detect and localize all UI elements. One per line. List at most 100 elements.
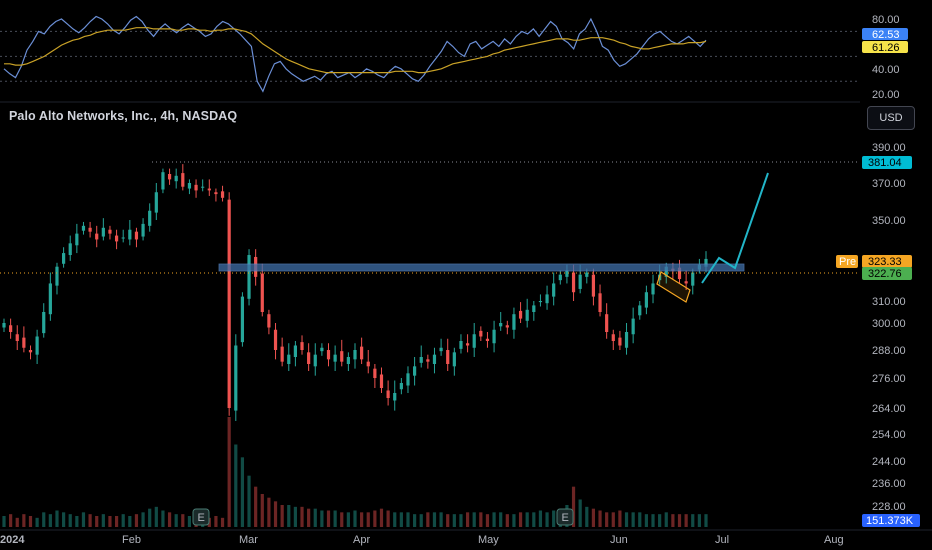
volume-bar (373, 510, 377, 527)
projection-path (701, 172, 769, 284)
rsi-value-tag (862, 28, 908, 40)
candle-body (558, 274, 562, 281)
candle-body (366, 361, 370, 367)
rsi-panel (3, 15, 707, 93)
candle-body (22, 337, 26, 348)
candle-body (81, 225, 86, 231)
volume-bar (512, 514, 516, 527)
candle-body (227, 199, 231, 408)
candle-body (273, 329, 278, 350)
price-candles (2, 164, 708, 421)
candle-body (15, 334, 19, 341)
time-tick-label: Jul (715, 534, 729, 546)
volume-bar (472, 512, 476, 527)
candle-body (68, 243, 72, 256)
candle-body (194, 184, 198, 191)
volume-tag (862, 514, 920, 527)
candle-body (525, 309, 529, 321)
volume-bar (128, 516, 132, 527)
rsi-value-label: 62.53 (872, 29, 900, 41)
volume-bar (545, 512, 549, 527)
volume-bar (664, 512, 668, 527)
candle-body (48, 283, 52, 315)
volume-bar (108, 516, 112, 527)
volume-bar (247, 475, 251, 527)
price-tick-label: 276.00 (872, 373, 906, 385)
candle-body (346, 357, 350, 364)
time-axis[interactable]: 2024 Feb Mar Apr May Jun Jul Aug (0, 529, 932, 546)
price-tick-label: 310.00 (872, 296, 906, 308)
candle-body (452, 352, 456, 367)
volume-bar (386, 510, 390, 527)
candle-body (618, 337, 622, 346)
volume-bar (366, 512, 370, 527)
volume-bar (267, 497, 271, 527)
candle-body (167, 174, 172, 180)
volume-bar (167, 512, 172, 527)
volume-bar (181, 514, 185, 527)
volume-bar (419, 514, 423, 527)
candle-body (300, 342, 304, 350)
candle-body (459, 341, 463, 349)
candle-body (181, 173, 185, 187)
candle-body (704, 258, 708, 267)
price-tick-label: 370.00 (872, 178, 906, 190)
candle-body (664, 266, 668, 277)
price-tick-label: 300.00 (872, 318, 906, 330)
volume-bar (326, 510, 331, 527)
candle-body (492, 329, 496, 344)
volume-bar (214, 516, 218, 527)
candle-body (565, 270, 569, 277)
time-tick-label: Mar (239, 534, 258, 546)
volume-bar (134, 514, 139, 527)
volume-bar (240, 457, 245, 527)
volume-bar (605, 512, 609, 527)
candle-body (611, 334, 615, 341)
candle-body (207, 188, 211, 191)
volume-bar (75, 516, 79, 527)
volume-bar (15, 517, 19, 527)
rsi-line (3, 15, 707, 93)
candle-body (307, 352, 311, 364)
candle-body (293, 345, 297, 357)
volume-bar (9, 514, 13, 527)
candle-body (88, 227, 92, 232)
volume-bar (379, 508, 384, 527)
price-axis[interactable]: 80.00 40.00 20.00 390.00 370.00 350.00 310.00 3… (872, 14, 906, 513)
currency-button[interactable]: USD (867, 106, 915, 130)
volume-bar (68, 514, 72, 527)
volume-bar (479, 512, 483, 527)
symbol-title[interactable]: Palo Alto Networks, Inc., 4h, NASDAQ (9, 109, 238, 123)
pre-label: Pre (839, 256, 856, 268)
volume-bar (320, 510, 324, 527)
volume-bar (704, 514, 708, 527)
price-tick-label: 254.00 (872, 429, 906, 441)
candle-body (247, 255, 251, 299)
volume-bar (81, 512, 86, 527)
time-tick-label: Feb (122, 534, 141, 546)
candle-body (432, 354, 437, 364)
volume-bar (121, 514, 125, 527)
candle-body (101, 227, 105, 237)
volume-bar (101, 514, 105, 527)
time-tick-label: Apr (353, 534, 370, 546)
volume-bar (505, 514, 509, 527)
candle-body (62, 253, 66, 264)
price-tick-label: 350.00 (872, 215, 906, 227)
volume-bar (677, 514, 682, 527)
candle-body (128, 229, 132, 240)
rsi-ma-line (4, 27, 707, 74)
volume-bar (518, 512, 523, 527)
volume-bar (148, 508, 152, 527)
volume-bar (499, 512, 503, 527)
volume-bar (631, 512, 635, 527)
price-tick-label: 236.00 (872, 478, 906, 490)
candle-body (174, 175, 178, 182)
volume-bar (293, 506, 297, 527)
candle-body (684, 281, 688, 284)
volume-bar (406, 512, 410, 527)
candle-body (201, 186, 205, 188)
